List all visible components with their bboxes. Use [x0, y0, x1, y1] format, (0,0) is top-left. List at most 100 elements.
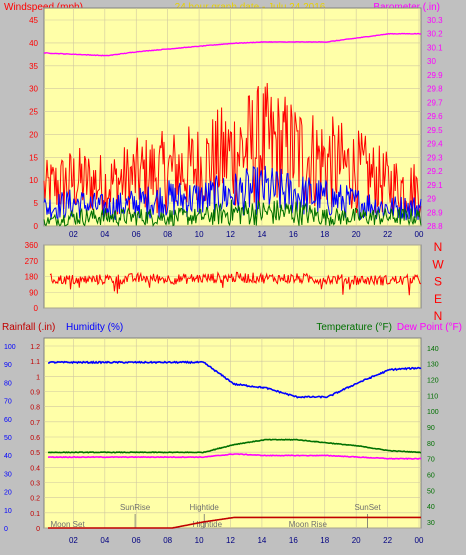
humidity-title: Humidity (%) — [66, 322, 123, 333]
windspeed-tick-label: 30 — [29, 85, 38, 94]
compass-label: S — [434, 275, 442, 289]
barometer-tick-label: 29.7 — [427, 98, 443, 107]
rainfall-tick-label: 0 — [36, 526, 40, 533]
moon_rise-label: Moon Rise — [289, 520, 328, 529]
bottom-series-line-2 — [47, 438, 421, 454]
rainfall-tick-label: 0.7 — [30, 420, 40, 427]
temperature-tick-label: 60 — [427, 473, 435, 480]
rainfall-tick-label: 1.2 — [30, 344, 40, 351]
compass-label: E — [434, 292, 442, 306]
windspeed-tick-label: 0 — [34, 222, 39, 231]
barometer-tick-label: 28.9 — [427, 208, 443, 217]
humidity-tick-label: 0 — [4, 526, 8, 533]
barometer-tick-label: 28.8 — [427, 222, 443, 231]
humidity-tick-label: 20 — [4, 490, 12, 497]
temperature-tick-label: 50 — [427, 488, 435, 495]
windspeed-tick-label: 15 — [29, 153, 38, 162]
bottom-x-tick-label: 20 — [352, 536, 361, 545]
top-x-tick-label: 18 — [320, 230, 329, 239]
barometer-tick-label: 29.9 — [427, 71, 443, 80]
windspeed-tick-label: 5 — [34, 199, 39, 208]
temperature-tick-label: 70 — [427, 457, 435, 464]
top-x-tick-label: 04 — [100, 230, 109, 239]
humidity-tick-label: 80 — [4, 380, 12, 387]
moon_set-label: Moon Set — [50, 520, 85, 529]
windspeed-tick-label: 10 — [29, 176, 38, 185]
top-x-tick-label: 00 — [415, 230, 424, 239]
humidity-tick-label: 100 — [4, 344, 16, 351]
rainfall-tick-label: 0.4 — [30, 465, 40, 472]
dewpoint-title: Dew Point (°F) — [397, 322, 462, 333]
rainfall-tick-label: 1 — [36, 374, 40, 381]
sun_rise-label: SunRise — [120, 503, 151, 512]
temperature-tick-label: 100 — [427, 409, 439, 416]
barometer-tick-label: 30.3 — [427, 16, 443, 25]
windspeed-tick-label: 35 — [29, 62, 38, 71]
bottom-x-tick-label: 06 — [132, 536, 141, 545]
barometer-tick-label: 29 — [427, 195, 436, 204]
bottom-series-line-0 — [48, 360, 422, 399]
humidity-tick-label: 70 — [4, 399, 12, 406]
bottom-x-tick-label: 02 — [69, 536, 78, 545]
barometer-tick-label: 29.3 — [427, 153, 443, 162]
temperature-tick-label: 140 — [427, 346, 439, 353]
barometer-tick-label: 30.2 — [427, 30, 443, 39]
bottom-plot-area — [43, 337, 422, 529]
temperature-tick-label: 30 — [427, 520, 435, 527]
barometer-tick-label: 29.4 — [427, 140, 443, 149]
bottom-series-line-3 — [47, 453, 422, 460]
top-x-tick-label: 20 — [352, 230, 361, 239]
humidity-tick-label: 60 — [4, 417, 12, 424]
compass-label: W — [432, 257, 444, 271]
humidity-tick-label: 10 — [4, 508, 12, 515]
rainfall-tick-label: 0.2 — [30, 496, 40, 503]
top-x-tick-label: 06 — [132, 230, 141, 239]
humidity-tick-label: 30 — [4, 471, 12, 478]
temperature-tick-label: 40 — [427, 504, 435, 511]
direction-tick-label: 0 — [34, 304, 39, 313]
top-x-tick-label: 02 — [69, 230, 78, 239]
sun_set-label: SunSet — [354, 503, 381, 512]
temperature-tick-label: 130 — [427, 362, 439, 369]
windspeed-tick-label: 25 — [29, 108, 38, 117]
bottom-x-tick-label: 22 — [383, 536, 392, 545]
windspeed-title: Windspeed (mph) — [4, 2, 83, 13]
top-series-line-1 — [43, 165, 422, 221]
bottom-x-tick-label: 08 — [163, 536, 172, 545]
temperature-tick-label: 90 — [427, 425, 435, 432]
windspeed-tick-label: 40 — [29, 39, 38, 48]
low_tide-label: Hightide — [193, 520, 223, 529]
barometer-tick-label: 29.5 — [427, 126, 443, 135]
humidity-tick-label: 40 — [4, 453, 12, 460]
direction-tick-label: 360 — [25, 241, 39, 250]
bottom-x-tick-label: 16 — [289, 536, 298, 545]
rainfall-tick-label: 0.3 — [30, 481, 40, 488]
top-x-tick-label: 14 — [257, 230, 266, 239]
rainfall-tick-label: 0.6 — [30, 435, 40, 442]
direction-tick-label: 180 — [25, 273, 39, 282]
humidity-tick-label: 50 — [4, 435, 12, 442]
top-x-tick-label: 16 — [289, 230, 298, 239]
top-x-tick-label: 22 — [383, 230, 392, 239]
bottom-x-tick-label: 14 — [257, 536, 266, 545]
top-x-tick-label: 12 — [226, 230, 235, 239]
bottom-x-tick-label: 10 — [195, 536, 204, 545]
rainfall-tick-label: 0.5 — [30, 450, 40, 457]
bottom-x-tick-label: 00 — [415, 536, 424, 545]
direction-tick-label: 90 — [29, 288, 38, 297]
rainfall-tick-label: 0.1 — [30, 511, 40, 518]
compass-label: N — [434, 240, 443, 254]
bottom-x-tick-label: 18 — [320, 536, 329, 545]
compass-label: N — [434, 309, 443, 323]
top-series-line-3 — [43, 32, 422, 57]
windspeed-tick-label: 20 — [29, 130, 38, 139]
high_tide-label: Hightide — [190, 503, 220, 512]
barometer-tick-label: 29.6 — [427, 112, 443, 121]
bottom-x-tick-label: 04 — [100, 536, 109, 545]
barometer-tick-label: 30.1 — [427, 43, 443, 52]
barometer-tick-label: 30 — [427, 57, 436, 66]
top-x-tick-label: 08 — [163, 230, 172, 239]
rainfall-tick-label: 0.8 — [30, 405, 40, 412]
